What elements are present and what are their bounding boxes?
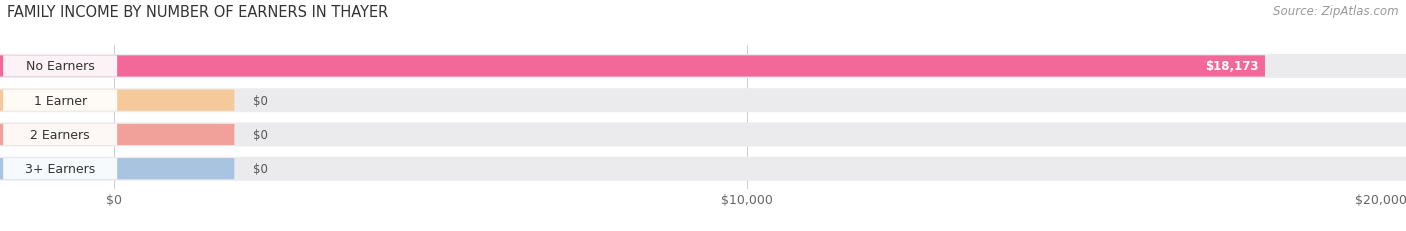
FancyBboxPatch shape [3, 90, 117, 111]
Text: 2 Earners: 2 Earners [31, 128, 90, 141]
Text: No Earners: No Earners [25, 60, 94, 73]
Text: $0: $0 [253, 128, 269, 141]
FancyBboxPatch shape [3, 56, 117, 77]
Text: Source: ZipAtlas.com: Source: ZipAtlas.com [1274, 5, 1399, 18]
Text: 3+ Earners: 3+ Earners [25, 162, 96, 175]
FancyBboxPatch shape [0, 90, 235, 111]
Text: $0: $0 [253, 94, 269, 107]
Text: FAMILY INCOME BY NUMBER OF EARNERS IN THAYER: FAMILY INCOME BY NUMBER OF EARNERS IN TH… [7, 5, 388, 20]
FancyBboxPatch shape [0, 157, 1406, 181]
FancyBboxPatch shape [0, 55, 1406, 79]
FancyBboxPatch shape [0, 56, 1265, 77]
Text: $0: $0 [253, 162, 269, 175]
Text: 1 Earner: 1 Earner [34, 94, 87, 107]
FancyBboxPatch shape [0, 89, 1406, 113]
FancyBboxPatch shape [0, 124, 235, 146]
FancyBboxPatch shape [3, 124, 117, 146]
FancyBboxPatch shape [3, 158, 117, 179]
FancyBboxPatch shape [0, 123, 1406, 147]
FancyBboxPatch shape [0, 158, 235, 179]
Text: $18,173: $18,173 [1205, 60, 1258, 73]
